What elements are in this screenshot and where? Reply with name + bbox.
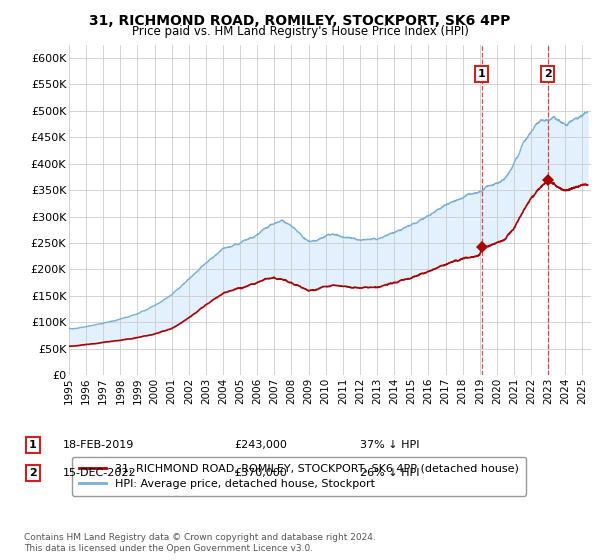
Text: Contains HM Land Registry data © Crown copyright and database right 2024.
This d: Contains HM Land Registry data © Crown c… xyxy=(24,533,376,553)
Text: £243,000: £243,000 xyxy=(234,440,287,450)
Text: 1: 1 xyxy=(29,440,37,450)
Text: 37% ↓ HPI: 37% ↓ HPI xyxy=(360,440,419,450)
Text: 18-FEB-2019: 18-FEB-2019 xyxy=(63,440,134,450)
Text: 26% ↓ HPI: 26% ↓ HPI xyxy=(360,468,419,478)
Text: 15-DEC-2022: 15-DEC-2022 xyxy=(63,468,137,478)
Text: 1: 1 xyxy=(478,69,485,79)
Text: 31, RICHMOND ROAD, ROMILEY, STOCKPORT, SK6 4PP: 31, RICHMOND ROAD, ROMILEY, STOCKPORT, S… xyxy=(89,14,511,28)
Text: 2: 2 xyxy=(544,69,551,79)
Text: Price paid vs. HM Land Registry's House Price Index (HPI): Price paid vs. HM Land Registry's House … xyxy=(131,25,469,38)
Text: £370,000: £370,000 xyxy=(234,468,287,478)
Text: 2: 2 xyxy=(29,468,37,478)
Legend: 31, RICHMOND ROAD, ROMILEY, STOCKPORT, SK6 4PP (detached house), HPI: Average pr: 31, RICHMOND ROAD, ROMILEY, STOCKPORT, S… xyxy=(72,457,526,496)
